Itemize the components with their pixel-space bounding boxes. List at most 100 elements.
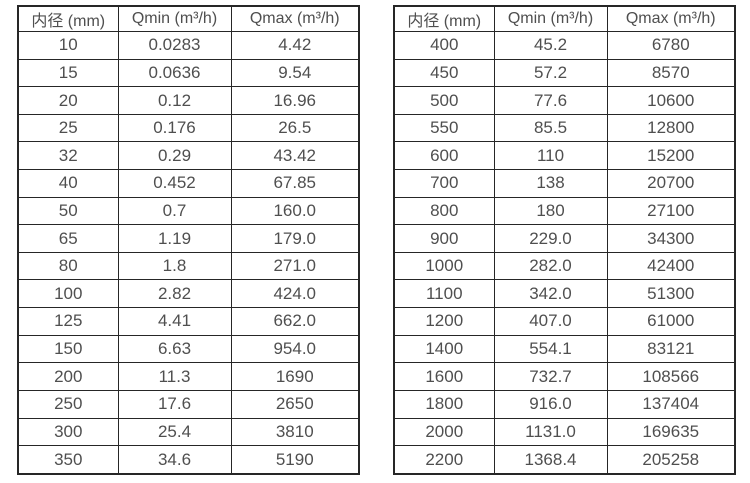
cell: 350 xyxy=(17,445,119,475)
table-row: 700 138 20700 xyxy=(393,169,736,198)
cell: 342.0 xyxy=(493,279,608,309)
table-row: 25 0.176 26.5 xyxy=(17,113,360,143)
table-row: 550 85.5 12800 xyxy=(393,113,736,143)
cell: 34300 xyxy=(606,224,736,253)
header-cell-diameter: 内径 (mm) xyxy=(17,5,119,32)
cell: 11.3 xyxy=(117,362,232,391)
cell: 160.0 xyxy=(230,196,360,226)
table-row: 1000 282.0 42400 xyxy=(393,251,736,281)
cell: 424.0 xyxy=(230,279,360,309)
table-body: 400 45.2 6780 450 57.2 8570 500 77.6 10600 550 85.… xyxy=(393,31,736,475)
cell: 138 xyxy=(493,169,608,198)
cell: 34.6 xyxy=(117,445,232,475)
table-row: 450 57.2 8570 xyxy=(393,58,736,88)
table-row: 900 229.0 34300 xyxy=(393,224,736,253)
cell: 1100 xyxy=(393,279,495,309)
cell: 554.1 xyxy=(493,334,608,364)
cell: 10600 xyxy=(606,86,736,115)
cell: 179.0 xyxy=(230,224,360,253)
table-row: 500 77.6 10600 xyxy=(393,86,736,115)
cell: 1200 xyxy=(393,307,495,336)
cell: 550 xyxy=(393,113,495,143)
cell: 27100 xyxy=(606,196,736,226)
cell: 5190 xyxy=(230,445,360,475)
cell: 1600 xyxy=(393,362,495,391)
cell: 50 xyxy=(17,196,119,226)
diameter-flow-table-small: 内径 (mm) Qmin (m³/h) Qmax (m³/h) 10 0.0283… xyxy=(17,5,360,475)
cell: 1400 xyxy=(393,334,495,364)
cell: 500 xyxy=(393,86,495,115)
cell: 800 xyxy=(393,196,495,226)
cell: 300 xyxy=(17,417,119,447)
table-row: 15 0.0636 9.54 xyxy=(17,58,360,88)
table-row: 20 0.12 16.96 xyxy=(17,86,360,115)
cell: 67.85 xyxy=(230,169,360,198)
table-row: 65 1.19 179.0 xyxy=(17,224,360,253)
cell: 20 xyxy=(17,86,119,115)
table-row: 1100 342.0 51300 xyxy=(393,279,736,309)
table-row: 10 0.0283 4.42 xyxy=(17,31,360,60)
table-row: 32 0.29 43.42 xyxy=(17,141,360,171)
table-header: 内径 (mm) Qmin (m³/h) Qmax (m³/h) xyxy=(393,5,736,32)
header-cell-qmin: Qmin (m³/h) xyxy=(493,5,608,32)
header-cell-qmax: Qmax (m³/h) xyxy=(230,5,360,32)
cell: 282.0 xyxy=(493,251,608,281)
cell: 125 xyxy=(17,307,119,336)
cell: 3810 xyxy=(230,417,360,447)
cell: 32 xyxy=(17,141,119,171)
table-row: 800 180 27100 xyxy=(393,196,736,226)
cell: 57.2 xyxy=(493,58,608,88)
cell: 916.0 xyxy=(493,389,608,419)
table-row: 2200 1368.4 205258 xyxy=(393,445,736,475)
cell: 15 xyxy=(17,58,119,88)
cell: 6.63 xyxy=(117,334,232,364)
cell: 80 xyxy=(17,251,119,281)
table-row: 250 17.6 2650 xyxy=(17,389,360,419)
cell: 6780 xyxy=(606,31,736,60)
table-row: 1200 407.0 61000 xyxy=(393,307,736,336)
cell: 1690 xyxy=(230,362,360,391)
cell: 1.8 xyxy=(117,251,232,281)
cell: 20700 xyxy=(606,169,736,198)
diameter-flow-table-large: 内径 (mm) Qmin (m³/h) Qmax (m³/h) 400 45.2 6… xyxy=(393,5,736,475)
table-row: 350 34.6 5190 xyxy=(17,445,360,475)
table-header: 内径 (mm) Qmin (m³/h) Qmax (m³/h) xyxy=(17,5,360,32)
cell: 0.12 xyxy=(117,86,232,115)
table-row: 2000 1131.0 169635 xyxy=(393,417,736,447)
table-row: 125 4.41 662.0 xyxy=(17,307,360,336)
cell: 0.7 xyxy=(117,196,232,226)
cell: 732.7 xyxy=(493,362,608,391)
cell: 83121 xyxy=(606,334,736,364)
cell: 169635 xyxy=(606,417,736,447)
cell: 450 xyxy=(393,58,495,88)
cell: 2650 xyxy=(230,389,360,419)
table-row: 80 1.8 271.0 xyxy=(17,251,360,281)
cell: 1368.4 xyxy=(493,445,608,475)
cell: 229.0 xyxy=(493,224,608,253)
cell: 180 xyxy=(493,196,608,226)
flow-spec-tables: 内径 (mm) Qmin (m³/h) Qmax (m³/h) 10 0.0283… xyxy=(17,5,736,475)
table-row: 40 0.452 67.85 xyxy=(17,169,360,198)
table-row: 50 0.7 160.0 xyxy=(17,196,360,226)
cell: 1.19 xyxy=(117,224,232,253)
table-body: 10 0.0283 4.42 15 0.0636 9.54 20 0.12 16.96 25 0.1… xyxy=(17,31,360,475)
table-row: 1800 916.0 137404 xyxy=(393,389,736,419)
table-row: 600 110 15200 xyxy=(393,141,736,171)
cell: 0.452 xyxy=(117,169,232,198)
cell: 1800 xyxy=(393,389,495,419)
cell: 15200 xyxy=(606,141,736,171)
cell: 200 xyxy=(17,362,119,391)
cell: 40 xyxy=(17,169,119,198)
cell: 77.6 xyxy=(493,86,608,115)
cell: 12800 xyxy=(606,113,736,143)
cell: 43.42 xyxy=(230,141,360,171)
cell: 250 xyxy=(17,389,119,419)
cell: 2.82 xyxy=(117,279,232,309)
cell: 407.0 xyxy=(493,307,608,336)
cell: 45.2 xyxy=(493,31,608,60)
cell: 2000 xyxy=(393,417,495,447)
header-cell-qmin: Qmin (m³/h) xyxy=(117,5,232,32)
cell: 42400 xyxy=(606,251,736,281)
cell: 137404 xyxy=(606,389,736,419)
